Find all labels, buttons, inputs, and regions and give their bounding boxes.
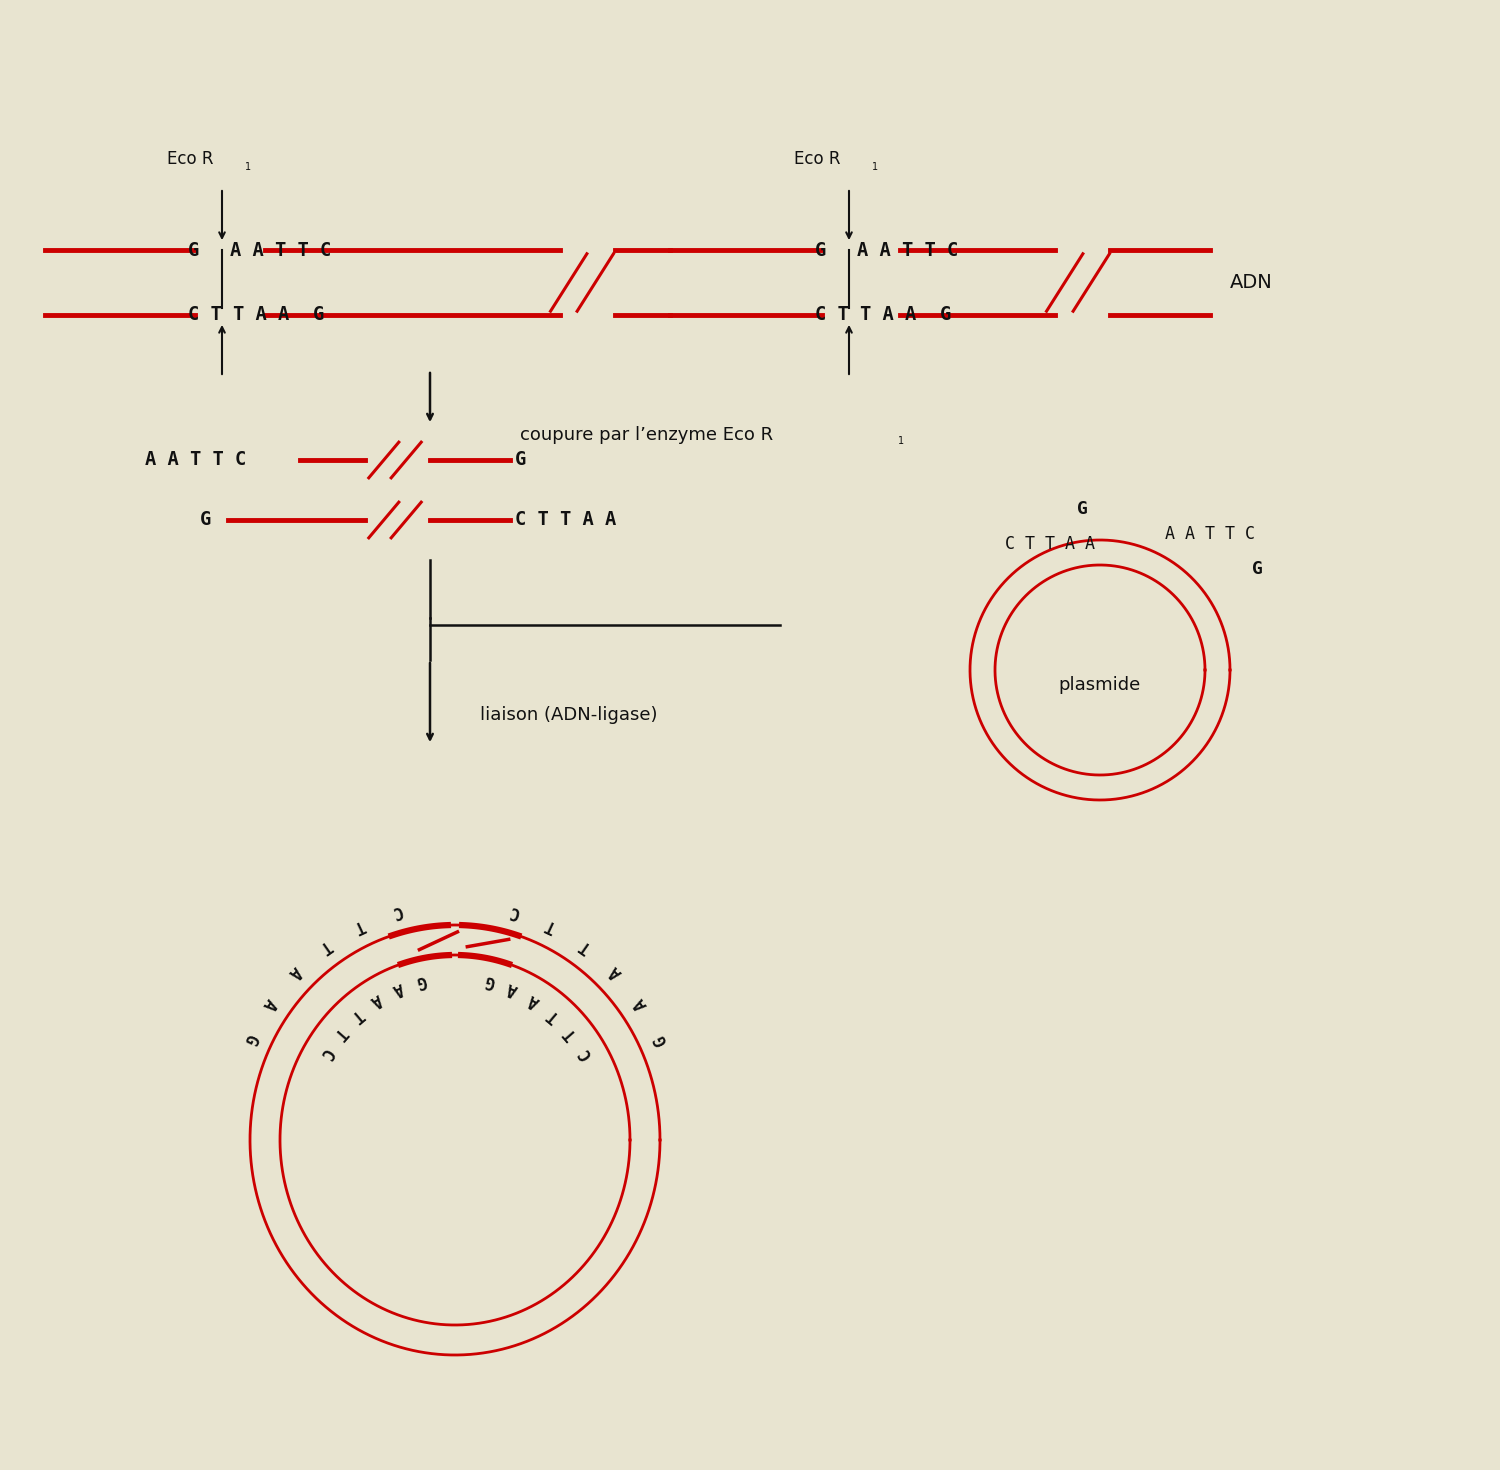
Text: G: G [414, 972, 428, 991]
Text: T: T [330, 1023, 350, 1042]
Text: G: G [483, 972, 496, 991]
Text: G: G [188, 241, 200, 260]
Text: coupure par l’enzyme Eco R: coupure par l’enzyme Eco R [520, 426, 772, 444]
Text: A: A [390, 979, 405, 1000]
Text: A: A [606, 963, 625, 982]
Text: C T T A A: C T T A A [1005, 535, 1095, 553]
Text: G: G [200, 510, 211, 529]
Text: T: T [561, 1023, 580, 1042]
Text: C: C [315, 1045, 336, 1063]
Text: C: C [507, 901, 520, 922]
Text: G: G [1077, 500, 1088, 517]
Text: C: C [574, 1045, 596, 1063]
Text: A: A [368, 989, 386, 1010]
Text: T: T [576, 935, 594, 956]
Text: C T T A A: C T T A A [514, 510, 616, 529]
Text: G: G [940, 306, 951, 325]
Text: G: G [514, 450, 526, 469]
Text: A: A [285, 963, 304, 982]
Text: G: G [815, 241, 827, 260]
Text: T: T [315, 935, 334, 956]
Text: C T T A A: C T T A A [815, 306, 916, 325]
Text: C T T A A: C T T A A [188, 306, 290, 325]
Text: G: G [238, 1032, 260, 1048]
Text: G: G [1252, 560, 1263, 578]
Text: liaison (ADN-ligase): liaison (ADN-ligase) [480, 706, 657, 725]
Text: A A T T C: A A T T C [856, 241, 958, 260]
Text: T: T [346, 1005, 366, 1025]
Text: A A T T C: A A T T C [1166, 525, 1256, 542]
Text: T: T [543, 1005, 562, 1025]
Text: C: C [388, 901, 404, 922]
Text: G: G [651, 1032, 670, 1048]
Text: A: A [525, 989, 543, 1010]
Text: plasmide: plasmide [1059, 676, 1142, 694]
Text: A A T T C: A A T T C [146, 450, 246, 469]
Text: T: T [351, 914, 368, 935]
Text: $_1$: $_1$ [871, 159, 879, 173]
Text: T: T [543, 914, 560, 935]
Text: Eco R: Eco R [166, 150, 213, 168]
Text: A A T T C: A A T T C [230, 241, 332, 260]
Text: A: A [504, 979, 520, 1000]
Text: $_1$: $_1$ [244, 159, 252, 173]
Text: A: A [260, 995, 279, 1013]
Text: A: A [630, 995, 651, 1013]
Text: G: G [314, 306, 324, 325]
Text: ADN: ADN [1230, 273, 1272, 293]
Text: $_1$: $_1$ [897, 434, 904, 447]
Text: Eco R: Eco R [794, 150, 840, 168]
